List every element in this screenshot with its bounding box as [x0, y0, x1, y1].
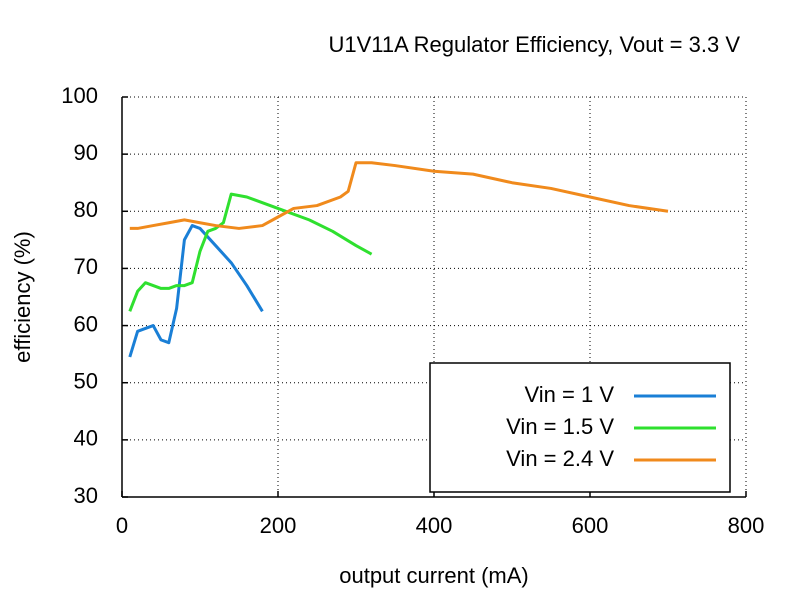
y-tick-label: 60	[74, 311, 98, 336]
legend-label: Vin = 1 V	[525, 382, 615, 407]
x-axis-label: output current (mA)	[339, 563, 529, 588]
series-line	[128, 224, 264, 358]
legend-label: Vin = 2.4 V	[506, 446, 614, 471]
y-tick-label: 80	[74, 197, 98, 222]
series-line	[128, 192, 373, 312]
legend-label: Vin = 1.5 V	[506, 414, 614, 439]
x-tick-label: 400	[416, 513, 453, 538]
series-line	[129, 161, 669, 230]
x-tick-label: 800	[728, 513, 765, 538]
y-tick-label: 30	[74, 483, 98, 508]
y-tick-label: 90	[74, 140, 98, 165]
y-axis-label: efficiency (%)	[10, 231, 35, 363]
y-tick-label: 70	[74, 254, 98, 279]
y-tick-label: 40	[74, 426, 98, 451]
x-tick-label: 200	[260, 513, 297, 538]
y-tick-label: 100	[61, 83, 98, 108]
x-tick-label: 600	[572, 513, 609, 538]
y-tick-label: 50	[74, 369, 98, 394]
x-tick-label: 0	[116, 513, 128, 538]
chart-title: U1V11A Regulator Efficiency, Vout = 3.3 …	[328, 32, 740, 57]
